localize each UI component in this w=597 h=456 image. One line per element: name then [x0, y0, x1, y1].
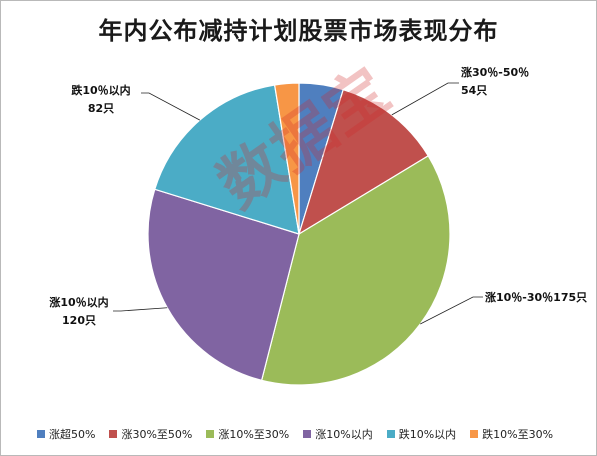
legend-item-up-over-50: 涨超50% [37, 426, 95, 442]
pie-slice-down-within-10 [154, 84, 300, 235]
leader-line-up-30-50 [391, 82, 459, 116]
legend-item-up-30-50: 涨30%至50% [109, 426, 192, 442]
legend-swatch [109, 430, 118, 438]
data-label-up-within-10: 涨10％以内 [49, 295, 108, 309]
data-label-down-within-10: 跌10％以内 [71, 83, 130, 97]
data-label-count-down-within-10: 82只 [88, 102, 114, 115]
data-label-up-10-30: 涨10％-30％175只 [485, 290, 587, 304]
legend-item-up-within-10: 涨10%以内 [303, 426, 373, 442]
legend-label: 涨30%至50% [121, 428, 193, 441]
legend-label: 跌10%至30% [482, 428, 554, 441]
pie-slice-up-10-30 [260, 155, 451, 386]
chart-title: 年内公布减持计划股票市场表现分布 [98, 17, 499, 45]
legend-swatch [386, 430, 395, 438]
data-label-up-30-50: 涨30％-50％ [461, 65, 529, 79]
pie-slice-down-10-30 [273, 82, 300, 235]
legend-swatch [303, 430, 312, 438]
leader-line-up-10-30 [420, 296, 483, 325]
data-label-count-up-within-10: 120只 [62, 314, 96, 327]
legend-item-down-within-10: 跌10%以内 [386, 426, 457, 442]
leader-line-down-within-10 [141, 92, 201, 121]
legend-label: 涨超50% [49, 428, 96, 441]
legend-label: 涨10%以内 [315, 428, 373, 441]
legend-swatch [37, 430, 45, 438]
pie-slice-up-30-50 [297, 88, 430, 236]
legend-label: 涨10%至30% [218, 428, 290, 441]
data-label-count-up-30-50: 54只 [461, 84, 487, 97]
legend-swatch [470, 430, 479, 438]
legend-item-up-10-30: 涨10%至30% [206, 426, 289, 442]
legend-label: 跌10%以内 [398, 428, 457, 441]
leader-line-up-within-10 [113, 307, 168, 312]
legend: 涨超50% 涨30%至50% 涨10%至30% 涨10%以内 跌10%以内 跌10%至30… [37, 425, 553, 443]
legend-item-down-10-30: 跌10%至30% [470, 426, 553, 442]
legend-swatch [206, 430, 215, 438]
